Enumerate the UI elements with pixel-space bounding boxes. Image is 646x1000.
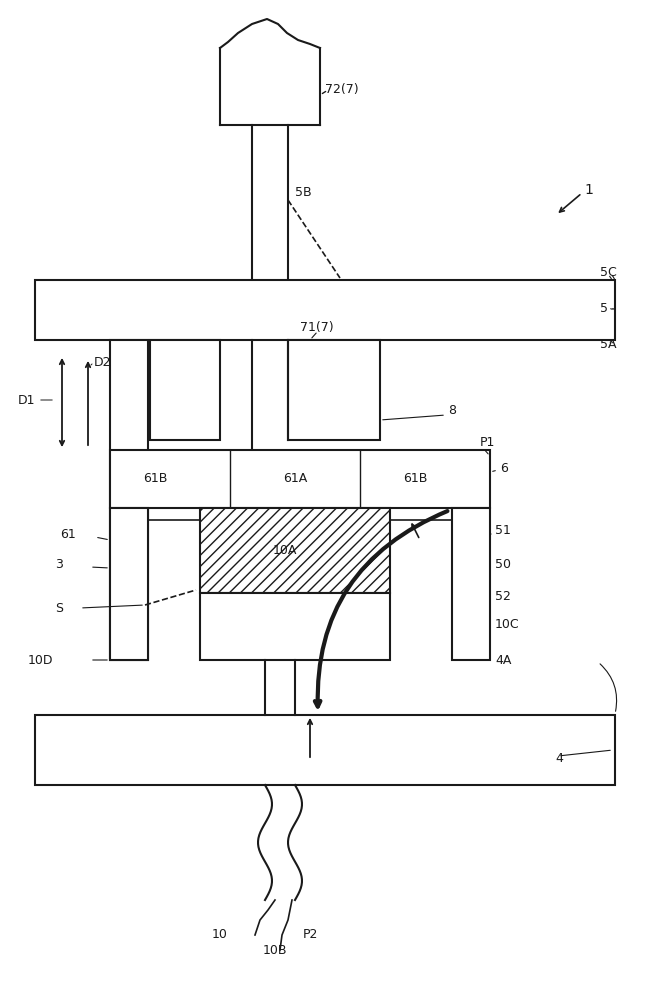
Bar — [288, 340, 380, 440]
Text: 6: 6 — [500, 462, 508, 475]
Text: 71(7): 71(7) — [300, 322, 333, 334]
Text: 10D: 10D — [28, 654, 54, 666]
Text: S: S — [55, 601, 63, 614]
Text: 51: 51 — [495, 524, 511, 536]
Text: 52: 52 — [495, 589, 511, 602]
Text: 3: 3 — [55, 558, 63, 572]
Text: D1: D1 — [18, 393, 36, 406]
Bar — [452, 508, 490, 660]
Bar — [110, 340, 148, 660]
Text: 4A: 4A — [495, 654, 512, 666]
FancyArrowPatch shape — [315, 511, 448, 707]
Bar — [110, 508, 148, 660]
Text: 5A: 5A — [600, 338, 616, 351]
Text: 5: 5 — [600, 302, 608, 314]
Text: 8: 8 — [448, 403, 456, 416]
Text: 10A: 10A — [273, 544, 297, 556]
Bar — [150, 340, 220, 440]
Text: 5B: 5B — [295, 186, 311, 198]
Text: 10: 10 — [212, 928, 228, 942]
Text: 1: 1 — [584, 183, 593, 197]
Bar — [200, 593, 390, 660]
Bar — [200, 508, 390, 593]
Text: 50: 50 — [495, 558, 511, 572]
Text: 5C: 5C — [600, 265, 617, 278]
Text: 61A: 61A — [283, 473, 307, 486]
Text: 10C: 10C — [495, 618, 519, 632]
Bar — [35, 715, 615, 785]
Text: 10B: 10B — [263, 944, 287, 956]
Bar — [35, 280, 615, 340]
Text: 61: 61 — [60, 528, 76, 542]
Text: 4: 4 — [555, 752, 563, 764]
Text: 61B: 61B — [403, 473, 427, 486]
Text: D2: D2 — [94, 356, 112, 368]
Text: 72(7): 72(7) — [325, 84, 359, 97]
Text: P1: P1 — [480, 436, 495, 450]
Text: 61B: 61B — [143, 473, 167, 486]
Bar — [110, 450, 490, 508]
Text: P2: P2 — [302, 928, 318, 942]
